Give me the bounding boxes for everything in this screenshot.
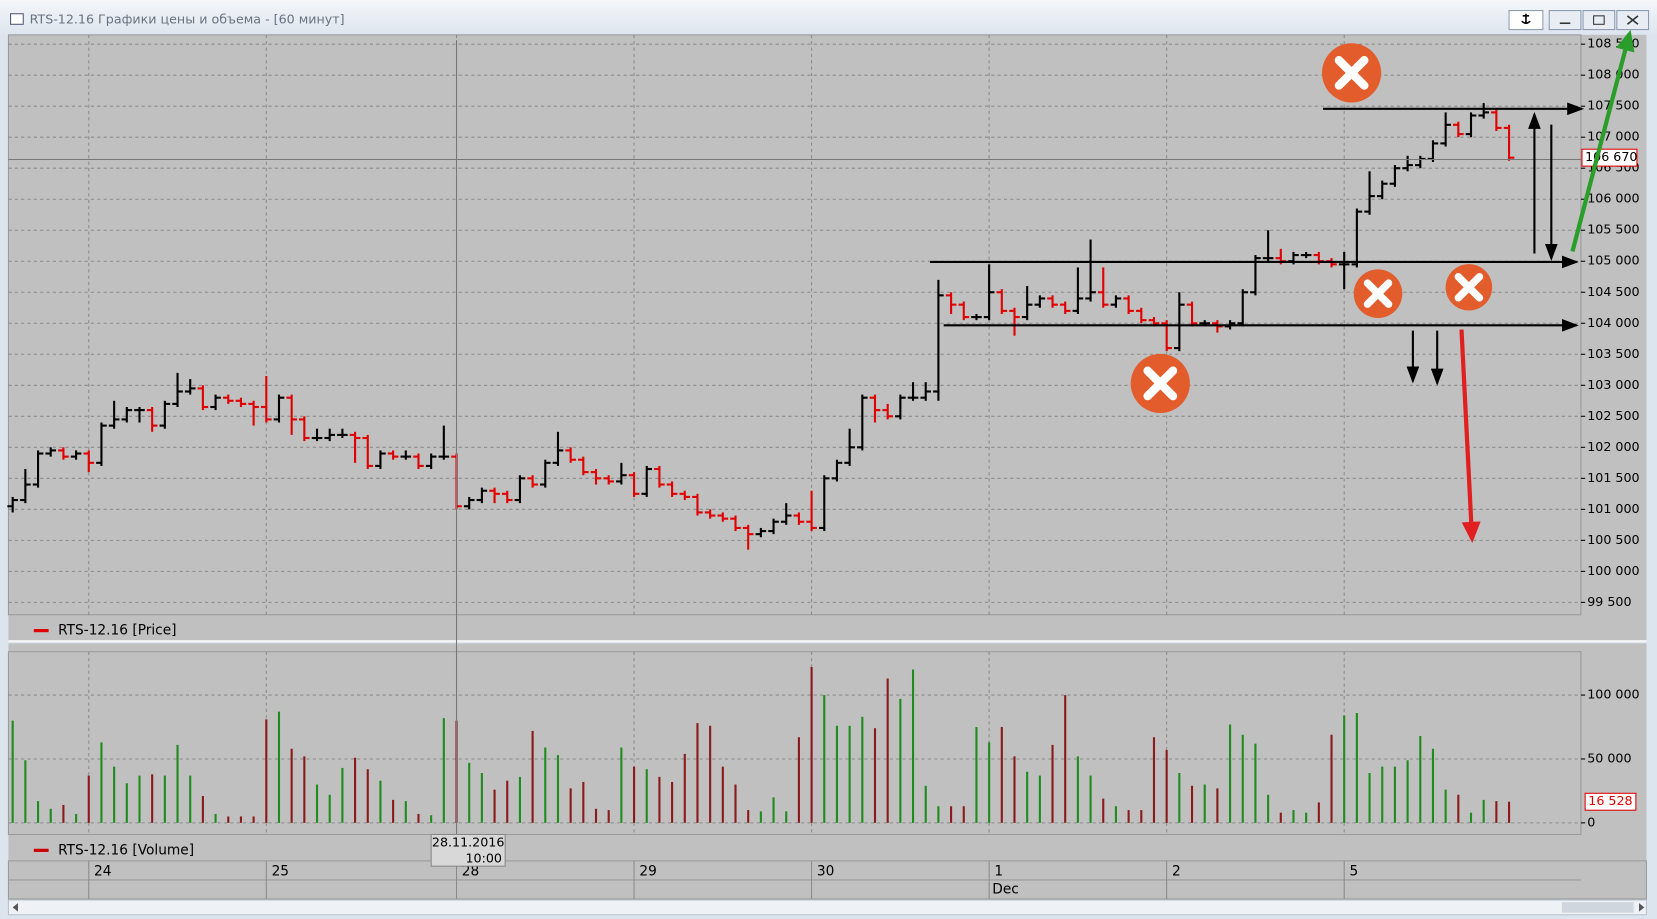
cross-icon [1322, 43, 1382, 103]
cross-icon [1353, 269, 1403, 318]
window-title: RTS-12.16 Графики цены и объема - [60 ми… [30, 12, 345, 27]
annotations [929, 29, 1635, 543]
x-tick-label: 5 [1349, 863, 1358, 879]
close-icon [1626, 15, 1639, 25]
month-label: Dec [992, 881, 1019, 897]
window-buttons[interactable] [1508, 10, 1650, 31]
restore-icon [1593, 15, 1605, 25]
legend-entry: RTS-12.16 [Volume] [58, 842, 194, 858]
cross-icon [1130, 353, 1190, 414]
last-volume-label: 16 528 [1588, 793, 1632, 808]
window-icon [10, 13, 24, 25]
x-tick-label: 28 [462, 863, 479, 879]
last-volume-box [1584, 792, 1637, 811]
title-bar [0, 0, 1657, 34]
y-tick-label: 104 000 [1587, 315, 1639, 330]
y-tick-label: 105 000 [1587, 253, 1639, 268]
data-marks: 106 670 16 528 [7, 103, 1637, 823]
y-tick-label: 100 500 [1587, 532, 1639, 547]
y-tick-label: 108 500 [1587, 36, 1639, 51]
crosshair-date: 28.11.2016 [432, 834, 504, 849]
restore-button[interactable] [1582, 10, 1616, 31]
anchor-icon [1521, 13, 1531, 25]
x-tick-label: 30 [817, 863, 834, 879]
y-tick-label: 107 500 [1587, 98, 1639, 113]
last-price-label: 106 670 [1585, 149, 1637, 164]
y2-tick-label: 50 000 [1587, 750, 1631, 765]
y-tick-label: 104 500 [1587, 284, 1639, 299]
price-plot-border [7, 34, 1582, 616]
legend-entry: RTS-12.16 [Price] [58, 623, 176, 639]
price-pane [8, 34, 1647, 642]
y-tick-label: 106 000 [1587, 191, 1639, 206]
down-arrow [1459, 329, 1481, 543]
crosshair-tooltip [430, 833, 506, 867]
y-tick-label: 103 500 [1587, 346, 1639, 361]
cross-icon [1445, 264, 1493, 311]
x-tick-label: 29 [639, 863, 656, 879]
y-tick-label: 108 000 [1587, 67, 1639, 82]
scrollbar[interactable] [7, 899, 1647, 916]
volume-plot-border [7, 651, 1582, 836]
x-tick-label: 25 [272, 863, 289, 879]
y2-tick-label: 0 [1587, 814, 1595, 829]
x-tick-label: 2 [1172, 863, 1181, 879]
x-tick-label: 24 [94, 863, 111, 879]
scrollbar-thumb[interactable] [1561, 902, 1634, 913]
y-tick-label: 101 000 [1587, 501, 1639, 516]
crosshair-time: 10:00 [465, 850, 501, 865]
y-tick-label: 102 000 [1587, 439, 1639, 454]
y-tick-label: 105 500 [1587, 222, 1639, 237]
y-tick-label: 103 000 [1587, 377, 1639, 392]
y-tick-label: 107 000 [1587, 129, 1639, 144]
up-arrow [1570, 29, 1635, 252]
grid: 99 500 100 000 100 500 101 000 101 500 102 00… [8, 34, 1640, 899]
y-tick-label: 100 000 [1587, 563, 1639, 578]
y-tick-label: 99 500 [1587, 594, 1631, 609]
y2-tick-label: 100 000 [1587, 687, 1639, 702]
volume-pane [8, 643, 1647, 861]
x-tick-label: 1 [994, 863, 1003, 879]
minimize-button[interactable] [1548, 10, 1582, 31]
y-tick-label: 101 500 [1587, 470, 1639, 485]
y-tick-label: 102 500 [1587, 408, 1639, 423]
